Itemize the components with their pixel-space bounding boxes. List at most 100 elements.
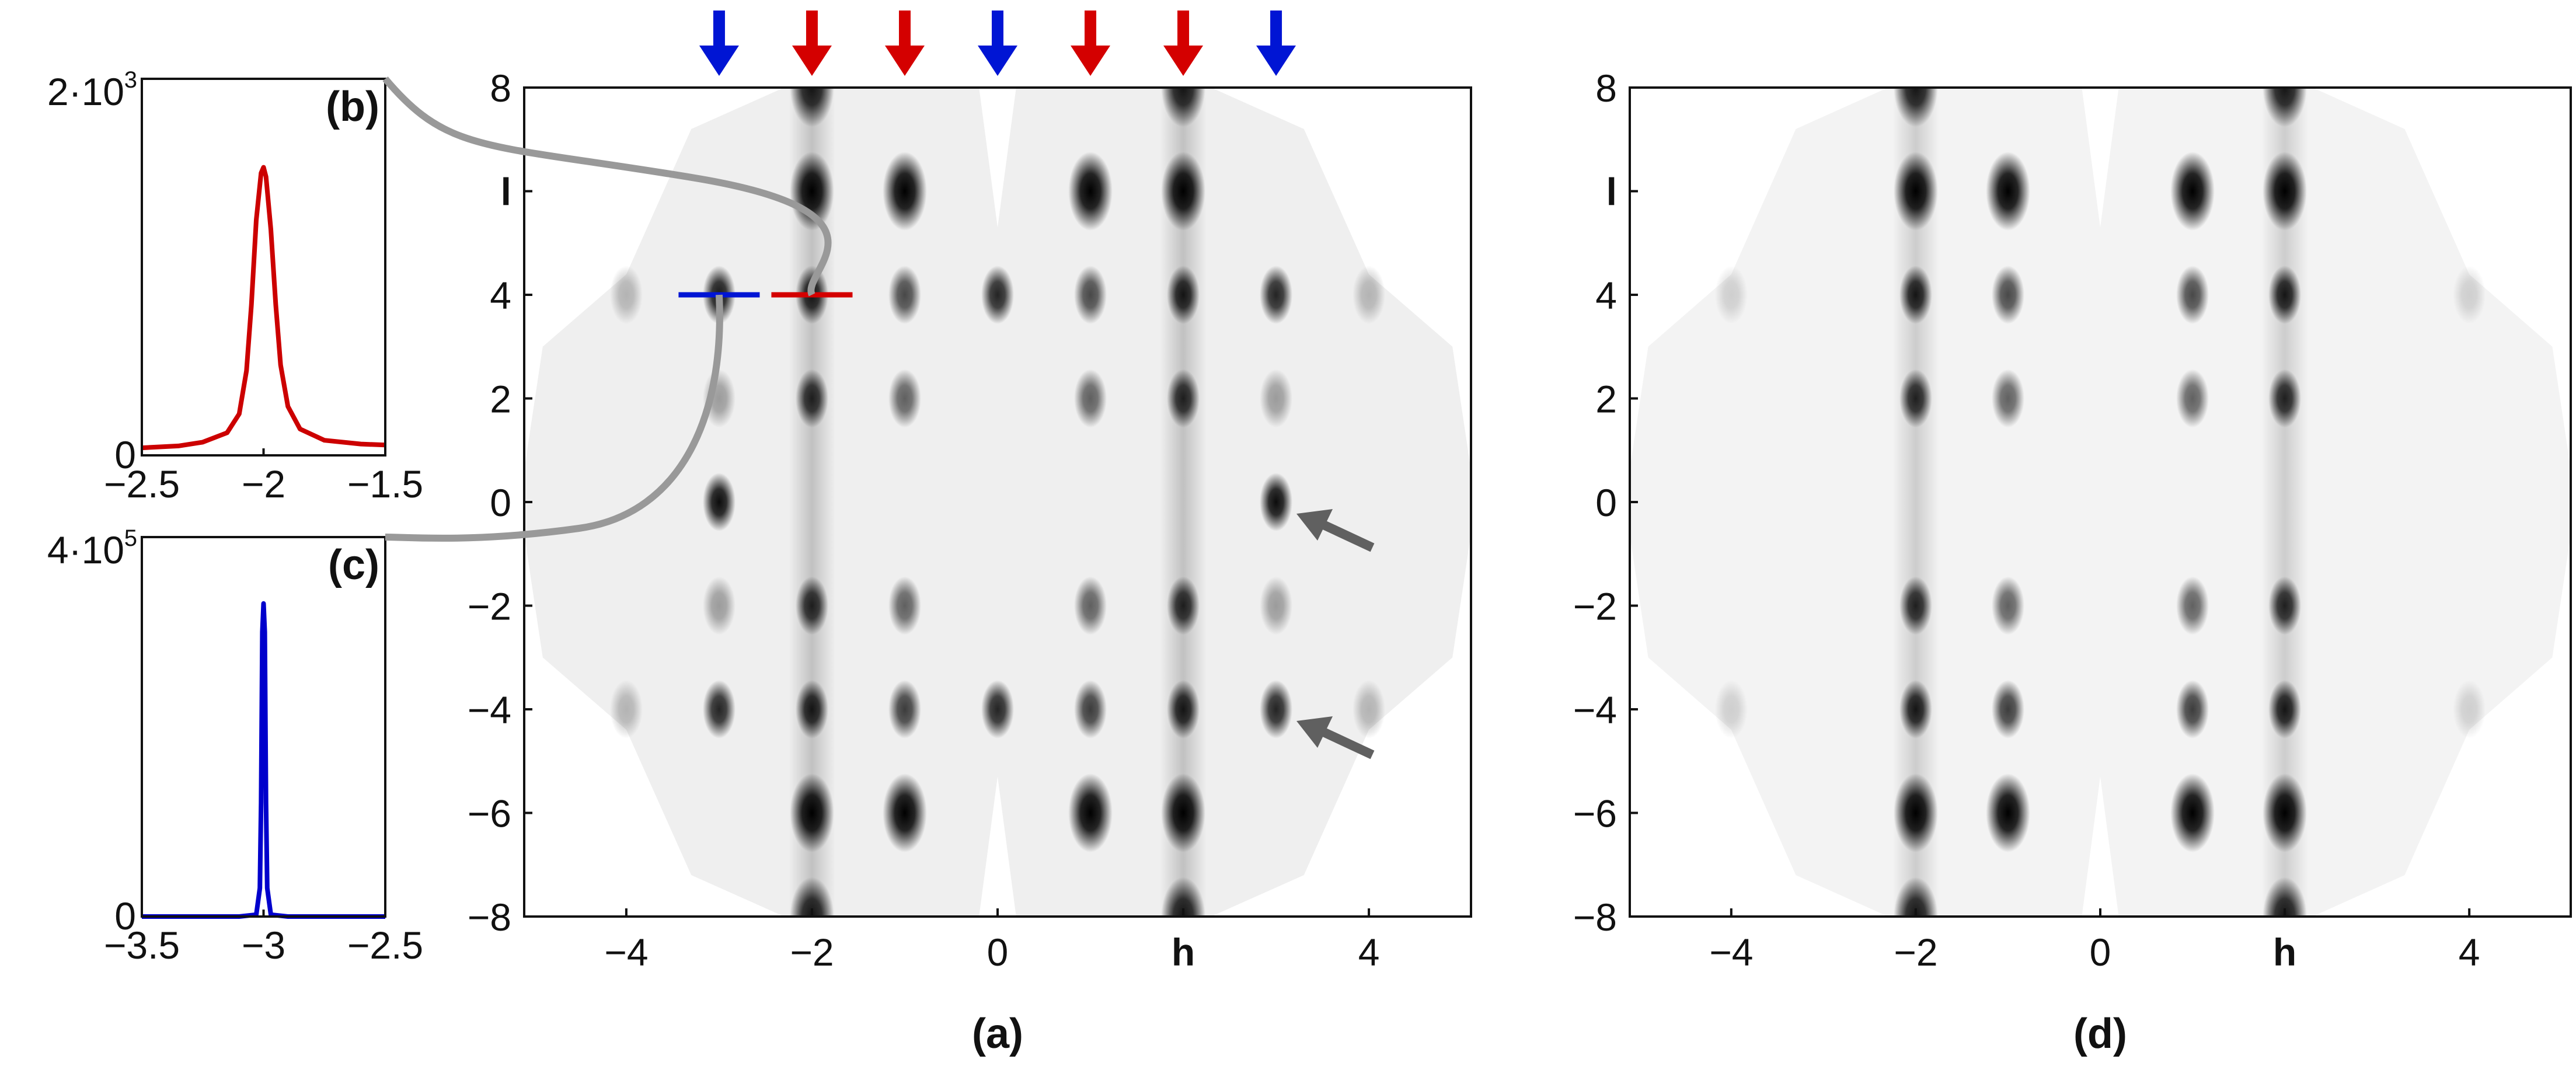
column-marker-arrow	[1163, 11, 1204, 76]
y-tick-label: 2	[490, 378, 511, 421]
diffraction-spot	[2170, 774, 2215, 852]
x-tick-label: 4	[1358, 931, 1380, 974]
column-marker-shaft	[992, 11, 1003, 48]
diffraction-spot	[1260, 576, 1293, 635]
series-line	[141, 165, 386, 451]
y-tick-label: 0	[114, 894, 136, 938]
annotation-arrow-shaft	[1317, 518, 1375, 552]
y-tick-label: −6	[1573, 792, 1617, 835]
diffraction-spot	[1167, 576, 1200, 635]
diffraction-spot	[1167, 369, 1200, 428]
series-line	[142, 601, 385, 919]
diffraction-spot	[2170, 152, 2215, 231]
diffraction-spot	[790, 88, 834, 127]
diffraction-spot	[888, 576, 921, 635]
panel-label-c: (c)	[328, 542, 379, 588]
measured-region	[1630, 88, 2571, 917]
y-tick-label: 8	[490, 67, 511, 110]
diffraction-spot	[1167, 266, 1200, 324]
column-marker-arrow	[1071, 11, 1111, 76]
diffraction-spot	[1074, 369, 1107, 428]
connector-to-panel-c	[385, 294, 723, 542]
column-marker-head	[884, 46, 925, 76]
diffraction-spot	[1074, 680, 1107, 738]
y-tick-label: −2	[468, 585, 511, 628]
x-tick-label: 4	[2459, 931, 2480, 974]
column-marker-head	[792, 46, 832, 76]
annotation-arrow-head	[1296, 509, 1333, 541]
column-marker-shaft	[806, 11, 818, 48]
column-marker-head	[1256, 46, 1296, 76]
diffraction-spot	[1991, 680, 2024, 738]
diffraction-spot	[1260, 266, 1293, 324]
diffraction-spot	[2263, 774, 2307, 852]
diffraction-spot	[1991, 266, 2024, 324]
x-tick-label: −2.5	[104, 462, 180, 506]
diffraction-spot	[1986, 152, 2030, 231]
x-tick-label: −1.5	[347, 462, 423, 506]
column-marker-head	[1071, 46, 1111, 76]
x-tick-label: 0	[2090, 931, 2111, 974]
y-tick-exponent: 3	[124, 67, 137, 93]
panel-label-b: (b)	[326, 83, 379, 130]
diffraction-spot	[981, 266, 1014, 324]
column-marker-head	[978, 46, 1017, 76]
column-marker-arrow	[978, 11, 1017, 76]
connector-lines	[382, 76, 832, 542]
diffraction-spot	[1161, 152, 1205, 231]
x-tick-label: −2.5	[347, 924, 423, 967]
column-marker-head	[1163, 46, 1204, 76]
diffraction-spot	[609, 266, 643, 324]
diffraction-spot	[2263, 877, 2307, 917]
diffraction-spot	[1894, 152, 1938, 231]
diffraction-spot	[1894, 88, 1938, 127]
x-tick-label: h	[2273, 931, 2296, 974]
y-tick-label: −4	[1573, 688, 1617, 731]
diffraction-spot	[1986, 774, 2030, 852]
column-marker-arrow	[792, 11, 832, 76]
diffraction-spot	[1260, 473, 1293, 531]
diffraction-spot	[2176, 266, 2209, 324]
diffraction-spot	[2176, 576, 2209, 635]
column-marker-arrow	[699, 11, 739, 76]
column-marker-shaft	[1085, 11, 1097, 48]
diffraction-spot	[1161, 88, 1205, 127]
diffraction-spot	[1074, 266, 1107, 324]
diffraction-spot	[790, 877, 834, 917]
diffraction-spot	[2263, 88, 2307, 127]
y-tick-label: 2	[1595, 378, 1617, 421]
diffraction-spot	[2453, 680, 2486, 738]
y-tick-label: −6	[468, 792, 511, 835]
diffraction-spot	[1074, 576, 1107, 635]
diffraction-spot	[1899, 266, 1932, 324]
diffraction-spot	[2268, 266, 2302, 324]
y-tick-label: 4	[490, 274, 511, 317]
panel-label-a: (a)	[972, 1011, 1023, 1057]
diffraction-spot	[883, 774, 927, 852]
plot-frame	[141, 78, 386, 457]
column-marker-shaft	[713, 11, 725, 48]
panel-b-line-plot: −2.5 −2 −1.5 2·10 3 0 (b)	[47, 67, 423, 506]
y-tick-label: 8	[1595, 67, 1617, 110]
y-tick-exponent: 5	[124, 525, 137, 551]
column-marker-shaft	[1270, 11, 1282, 48]
diffraction-spot	[1068, 152, 1113, 231]
y-tick-label: −4	[468, 688, 511, 731]
diffraction-spot	[1899, 680, 1932, 738]
diffraction-spot	[2263, 152, 2307, 231]
diffraction-spot	[1161, 877, 1205, 917]
diffraction-spot	[1899, 369, 1932, 428]
y-tick-label: 4·10	[47, 528, 124, 572]
y-tick-label: l	[501, 170, 511, 214]
x-tick-label: −2	[242, 462, 285, 506]
connector-to-panel-b	[382, 76, 832, 297]
diffraction-spot	[795, 680, 828, 738]
measured-region	[524, 88, 1471, 917]
diffraction-spot	[702, 680, 735, 738]
y-tick-label: 0	[490, 481, 511, 524]
annotation-arrow	[1296, 509, 1375, 552]
y-tick-label: 0	[114, 433, 136, 476]
diffraction-spot	[790, 774, 834, 852]
column-marker-shaft	[1177, 11, 1190, 48]
